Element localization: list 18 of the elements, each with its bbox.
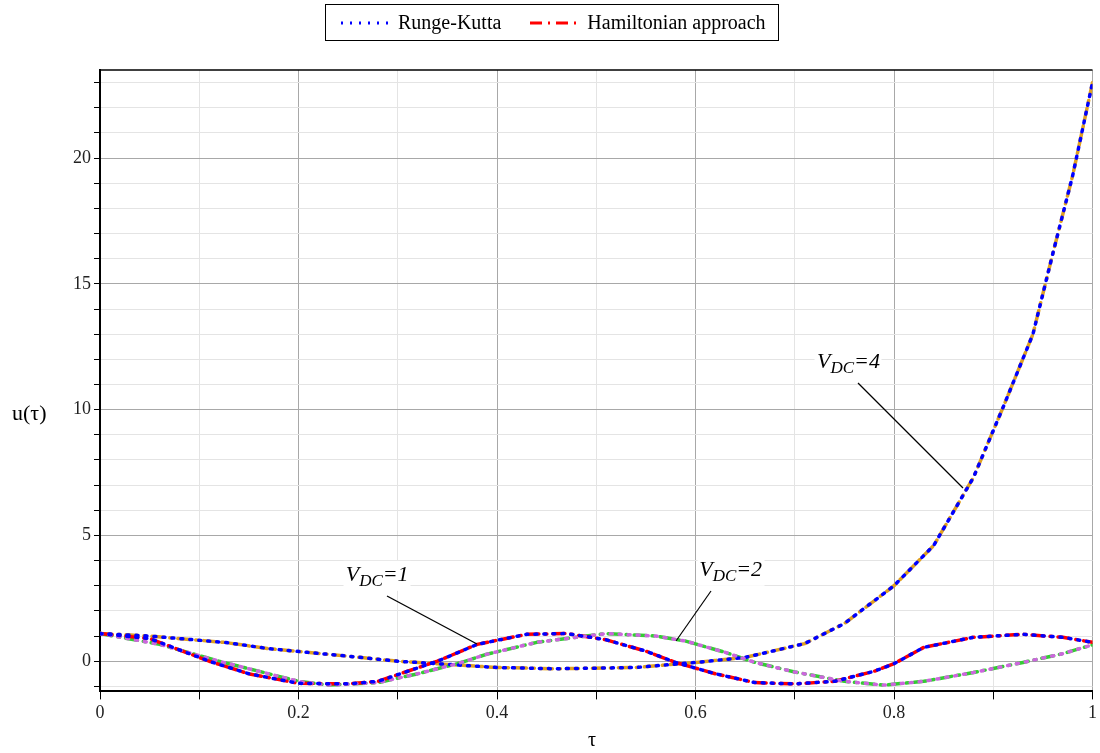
annotation: V$_{DC}$=2 [697, 555, 765, 587]
x-tick-label: 1 [1088, 701, 1097, 722]
y-tick-label: 5 [82, 524, 91, 545]
x-tick-label: 0.6 [684, 701, 707, 722]
x-tick-label: 0.8 [882, 701, 906, 722]
x-tick-label: 0.4 [485, 701, 509, 722]
y-axis-title: u(τ) [12, 400, 47, 426]
y-tick-label: 15 [73, 272, 91, 293]
x-axis-title: τ [588, 728, 597, 751]
y-tick-label: 20 [73, 146, 91, 167]
x-tick-label: 0.2 [287, 701, 310, 722]
legend-label: Hamiltonian approach [587, 11, 766, 34]
legend-label: Runge-Kutta [398, 11, 502, 34]
x-tick-label: 0 [95, 701, 105, 722]
y-tick-label: 0 [82, 649, 91, 670]
y-tick-label: 10 [73, 398, 91, 419]
annotation: V$_{DC}$=4 [815, 347, 882, 378]
annotation: V$_{DC}$=1 [343, 560, 411, 591]
